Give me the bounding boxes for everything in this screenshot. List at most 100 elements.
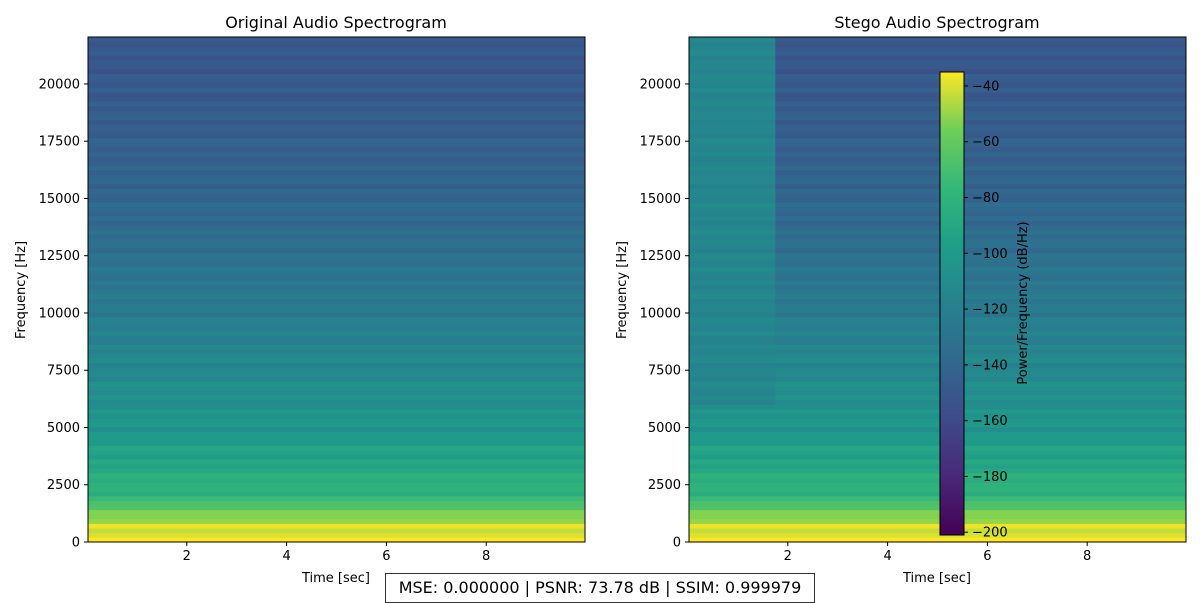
- metrics-summary: MSE: 0.000000 | PSNR: 73.78 dB | SSIM: 0…: [385, 573, 815, 603]
- stego-spectrogram-band: [689, 110, 1186, 116]
- original-spectrogram-band: [88, 68, 585, 75]
- stego-embedded-band: [689, 119, 776, 125]
- original-y-axis-label: Frequency [Hz]: [14, 241, 29, 339]
- stego-x-axis-label: Time [sec]: [902, 571, 971, 586]
- stego-spectrogram-band: [689, 353, 1186, 359]
- stego-spectrogram-band: [689, 422, 1186, 428]
- stego-embedded-band: [689, 224, 776, 231]
- stego-spectrogram-band: [689, 224, 1186, 231]
- stego-embedded-band: [689, 206, 776, 212]
- original-spectrogram-band: [88, 119, 585, 125]
- stego-y-axis-label: Frequency [Hz]: [615, 241, 630, 339]
- original-spectrogram-band: [88, 183, 585, 189]
- stego-embedded-band: [689, 229, 776, 235]
- original-y-tick-label: 7500: [47, 364, 80, 379]
- original-spectrogram-band: [88, 321, 585, 327]
- original-spectrogram-band: [88, 229, 585, 235]
- stego-embedded-band: [689, 183, 776, 189]
- stego-spectrogram-band: [689, 431, 1186, 437]
- stego-spectrogram-band: [689, 293, 1186, 299]
- stego-embedded-band: [689, 362, 776, 368]
- original-spectrogram-band: [88, 160, 585, 166]
- original-y-tick-label: 15000: [39, 192, 80, 207]
- original-spectrogram-band: [88, 376, 585, 382]
- colorbar-tick-label: −200: [972, 526, 1008, 541]
- original-spectrogram-band: [88, 312, 585, 318]
- original-spectrogram-band: [88, 514, 585, 520]
- stego-spectrogram-panel: Stego Audio Spectrogram 2 4 6 8 0 2500 5000 750…: [615, 13, 1187, 586]
- stego-spectrogram-band: [689, 183, 1186, 189]
- colorbar-tick-label: −120: [972, 303, 1008, 318]
- colorbar-tick-label: −80: [972, 191, 999, 206]
- original-y-tick-label: 5000: [47, 421, 80, 436]
- original-spectrogram-band: [88, 486, 585, 492]
- stego-spectrogram-band: [689, 289, 1186, 295]
- colorbar-label: Power/Frequency (dB/Hz): [1016, 221, 1031, 384]
- stego-embedded-band: [689, 114, 776, 120]
- stego-x-tick-label: 4: [883, 549, 891, 564]
- original-spectrogram-band: [88, 440, 585, 446]
- stego-embedded-band: [689, 110, 776, 116]
- original-spectrogram-band: [88, 270, 585, 277]
- stego-spectrogram-band: [689, 37, 1186, 42]
- stego-embedded-band: [689, 82, 776, 88]
- stego-embedded-band: [689, 399, 776, 405]
- original-spectrogram-band: [88, 500, 585, 506]
- original-spectrogram-band: [88, 45, 585, 52]
- stego-spectrogram-band: [689, 123, 1186, 130]
- original-x-tick-label: 4: [282, 549, 290, 564]
- colorbar-tick-label: −140: [972, 358, 1008, 373]
- stego-spectrogram-band: [689, 261, 1186, 267]
- original-spectrogram-band: [88, 100, 585, 107]
- stego-embedded-band: [689, 325, 776, 332]
- original-spectrogram-band: [88, 110, 585, 116]
- original-spectrogram-band: [88, 211, 585, 217]
- stego-embedded-band: [689, 220, 776, 226]
- original-spectrogram-band: [88, 128, 585, 134]
- stego-embedded-band: [689, 275, 776, 281]
- stego-spectrogram-band: [689, 321, 1186, 327]
- stego-spectrogram-band: [689, 156, 1186, 162]
- stego-spectrogram-band: [689, 211, 1186, 217]
- original-x-axis-label: Time [sec]: [301, 571, 370, 586]
- stego-embedded-band: [689, 321, 776, 327]
- original-spectrogram-band: [88, 289, 585, 295]
- stego-spectrogram-band: [689, 252, 1186, 258]
- original-spectrogram-band: [88, 449, 585, 456]
- colorbar-gradient: [939, 71, 965, 536]
- original-spectrogram-band: [88, 252, 585, 258]
- original-spectrogram-band: [88, 477, 585, 483]
- stego-embedded-band: [689, 270, 776, 277]
- stego-embedded-band: [689, 64, 776, 70]
- stego-embedded-band: [689, 201, 776, 208]
- stego-spectrogram-band: [689, 146, 1186, 153]
- stego-spectrogram-band: [689, 188, 1186, 194]
- stego-spectrogram-band: [689, 344, 1186, 350]
- stego-spectrogram-band: [689, 284, 1186, 290]
- original-spectrogram-band: [88, 523, 585, 529]
- stego-spectrogram-band: [689, 280, 1186, 286]
- stego-embedded-band: [689, 234, 776, 240]
- original-spectrogram-band: [88, 330, 585, 336]
- stego-spectrogram-band: [689, 165, 1186, 171]
- stego-embedded-band: [689, 348, 776, 355]
- stego-embedded-band: [689, 215, 776, 221]
- stego-spectrogram-band: [689, 367, 1186, 373]
- stego-spectrogram-band: [689, 381, 1186, 387]
- stego-spectrogram-band: [689, 390, 1186, 396]
- stego-spectrogram-band: [689, 45, 1186, 52]
- stego-embedded-band: [689, 169, 776, 176]
- stego-spectrogram-band: [689, 399, 1186, 405]
- stego-embedded-band: [689, 330, 776, 336]
- stego-spectrogram-band: [689, 482, 1186, 488]
- stego-spectrogram-band: [689, 468, 1186, 474]
- stego-spectrogram-band: [689, 394, 1186, 400]
- stego-embedded-band: [689, 146, 776, 153]
- original-spectrogram-band: [88, 518, 585, 524]
- stego-embedded-band: [689, 381, 776, 387]
- stego-y-tick-label: 0: [673, 536, 681, 551]
- original-spectrogram-band: [88, 367, 585, 373]
- original-spectrogram-band: [88, 275, 585, 281]
- stego-embedded-band: [689, 137, 776, 143]
- original-spectrogram-band: [88, 114, 585, 120]
